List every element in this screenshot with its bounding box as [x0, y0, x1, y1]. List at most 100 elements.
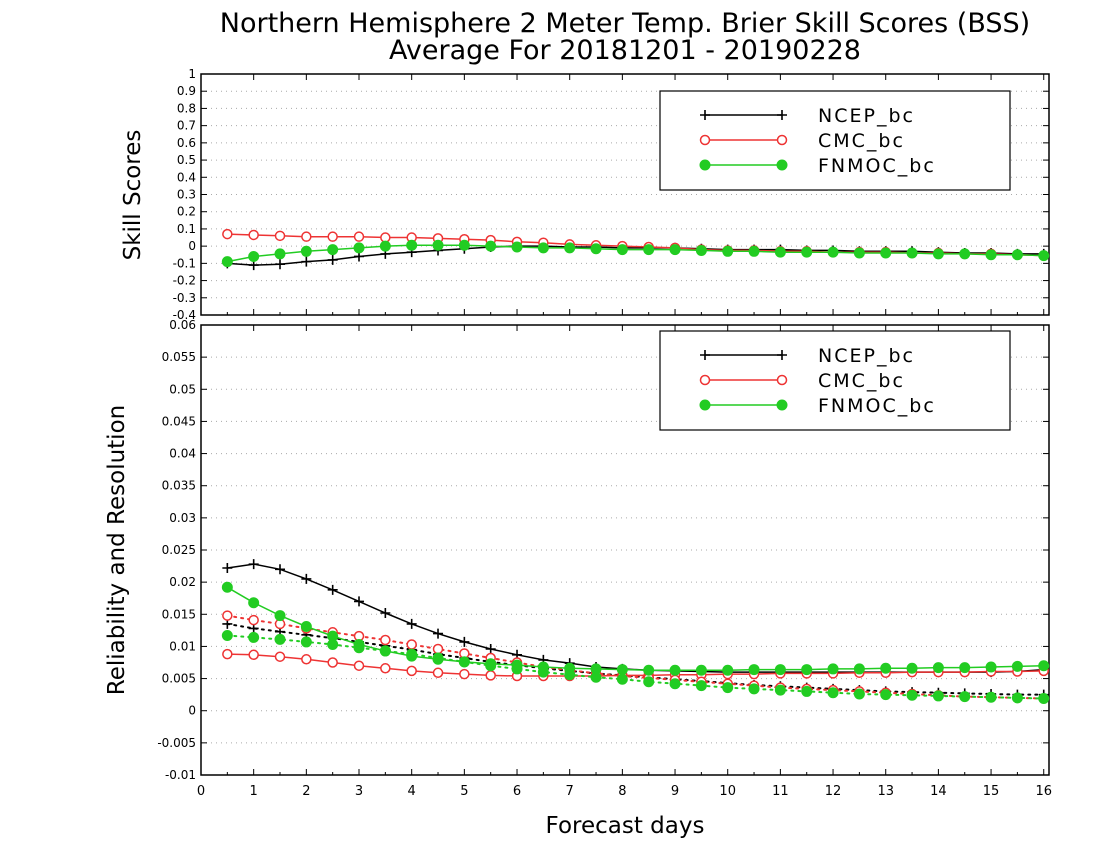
data-point-FNMOC_bc — [853, 663, 865, 675]
data-point-FNMOC_bc — [353, 242, 365, 254]
legend-marker-CMC_bc — [699, 134, 711, 146]
x-tick-label: 3 — [355, 784, 363, 799]
legend-marker-FNMOC_bc — [699, 399, 711, 411]
data-point-FNMOC_bc — [300, 245, 312, 257]
x-tick-label: 13 — [877, 784, 894, 799]
data-point-FNMOC_bc — [1011, 249, 1023, 261]
data-point-CMC_bc — [432, 643, 444, 655]
data-point-FNMOC_bc — [932, 690, 944, 702]
data-point-NCEP_bc — [433, 628, 444, 639]
data-point-FNMOC_bc — [248, 631, 260, 643]
x-tick-label: 5 — [460, 784, 468, 799]
y-tick-label: 0.4 — [177, 170, 196, 184]
chart-subtitle: Average For 20181201 - 20190228 — [389, 35, 861, 66]
data-point-CMC_bc — [327, 657, 338, 668]
y-tick-label: 0.025 — [162, 543, 196, 557]
data-point-FNMOC_bc — [537, 666, 549, 678]
y-tick-label: 0.015 — [162, 607, 196, 621]
data-point-NCEP_bc — [459, 636, 470, 647]
data-point-FNMOC_bc — [221, 256, 233, 268]
series-line-NCEP_bc-resolution — [226, 622, 1045, 696]
y-tick-label: -0.1 — [173, 256, 196, 270]
x-tick-label: 11 — [772, 784, 789, 799]
data-point-FNMOC_bc — [853, 247, 865, 259]
data-point-FNMOC_bc — [379, 240, 391, 252]
data-point-CMC_bc — [222, 228, 233, 240]
data-point-FNMOC_bc — [616, 244, 628, 256]
y-tick-label: -0.2 — [173, 274, 196, 288]
x-tick-label: 10 — [719, 784, 736, 799]
data-point-CMC_bc — [248, 229, 259, 241]
data-point-FNMOC_bc — [643, 244, 655, 256]
data-point-FNMOC_bc — [300, 621, 312, 632]
y-tick-label: 0.04 — [169, 447, 196, 461]
legend-marker-NCEP_bc — [700, 110, 710, 120]
data-point-FNMOC_bc — [669, 664, 681, 676]
legend-label-NCEP_bc: NCEP_bc — [818, 105, 915, 127]
y-tick-label: 0.005 — [162, 672, 196, 686]
data-point-CMC_bc — [406, 665, 417, 677]
legend-label-NCEP_bc: NCEP_bc — [818, 345, 915, 367]
data-point-CMC_bc — [274, 230, 286, 242]
data-point-FNMOC_bc — [590, 243, 602, 255]
data-point-NCEP_bc — [275, 564, 286, 575]
data-point-FNMOC_bc — [248, 597, 260, 609]
data-point-FNMOC_bc — [432, 239, 444, 251]
data-point-FNMOC_bc — [221, 581, 233, 593]
data-point-CMC_bc — [353, 231, 365, 242]
data-point-CMC_bc — [248, 649, 259, 661]
x-tick-label: 12 — [825, 784, 842, 799]
data-point-FNMOC_bc — [748, 683, 760, 695]
data-point-FNMOC_bc — [932, 248, 944, 260]
y-tick-label: 0.6 — [177, 136, 196, 150]
data-point-NCEP_bc — [301, 256, 312, 267]
x-tick-label: 4 — [408, 784, 416, 799]
data-point-CMC_bc — [327, 231, 338, 242]
data-point-FNMOC_bc — [643, 676, 655, 688]
y-tick-label: 0.035 — [162, 479, 196, 493]
data-point-FNMOC_bc — [985, 691, 997, 703]
legend-marker-CMC_bc — [776, 134, 788, 146]
data-point-FNMOC_bc — [722, 664, 734, 676]
x-tick-label: 15 — [983, 784, 1000, 799]
data-point-FNMOC_bc — [327, 244, 339, 256]
data-point-FNMOC_bc — [458, 239, 470, 251]
data-point-FNMOC_bc — [274, 633, 286, 645]
data-point-FNMOC_bc — [406, 648, 418, 660]
data-point-NCEP_bc — [327, 254, 338, 265]
data-point-FNMOC_bc — [511, 241, 523, 253]
reliability-resolution-panel: -0.01 -0.005 0 0.005 0.01 0.015 0.02 0.025 0.03 0… — [157, 318, 1052, 799]
data-point-CMC_bc — [459, 668, 470, 680]
data-point-FNMOC_bc — [801, 664, 813, 676]
y-tick-label: 1 — [188, 67, 196, 81]
data-point-FNMOC_bc — [669, 678, 681, 690]
data-point-FNMOC_bc — [616, 673, 628, 685]
data-point-NCEP_bc — [406, 618, 417, 629]
data-point-NCEP_bc — [248, 559, 259, 570]
data-point-FNMOC_bc — [959, 691, 971, 703]
data-point-FNMOC_bc — [1011, 660, 1023, 672]
data-point-NCEP_bc — [275, 259, 286, 270]
data-point-FNMOC_bc — [722, 245, 734, 257]
y-tick-label: -0.005 — [157, 736, 196, 750]
y-tick-label: 0.1 — [177, 222, 196, 236]
data-point-FNMOC_bc — [880, 247, 892, 259]
y-tick-label: -0.3 — [173, 291, 196, 305]
y-tick-label: 0.045 — [162, 414, 196, 428]
data-point-FNMOC_bc — [353, 642, 365, 654]
data-point-FNMOC_bc — [880, 662, 892, 674]
data-point-FNMOC_bc — [748, 664, 760, 676]
y-tick-label: 0.3 — [177, 188, 196, 202]
data-point-FNMOC_bc — [485, 660, 497, 672]
y-tick-label: 0.7 — [177, 119, 196, 133]
x-tick-label: 8 — [618, 784, 626, 799]
data-point-FNMOC_bc — [221, 630, 233, 641]
top-panel-y-axis-title: Skill Scores — [120, 130, 146, 261]
data-point-FNMOC_bc — [827, 663, 839, 675]
series-line-FNMOC_bc-reliability — [226, 586, 1045, 671]
data-point-FNMOC_bc — [880, 689, 892, 701]
data-point-FNMOC_bc — [695, 244, 707, 256]
data-point-FNMOC_bc — [801, 685, 813, 697]
data-point-FNMOC_bc — [827, 246, 839, 258]
data-point-CMC_bc — [380, 663, 391, 674]
